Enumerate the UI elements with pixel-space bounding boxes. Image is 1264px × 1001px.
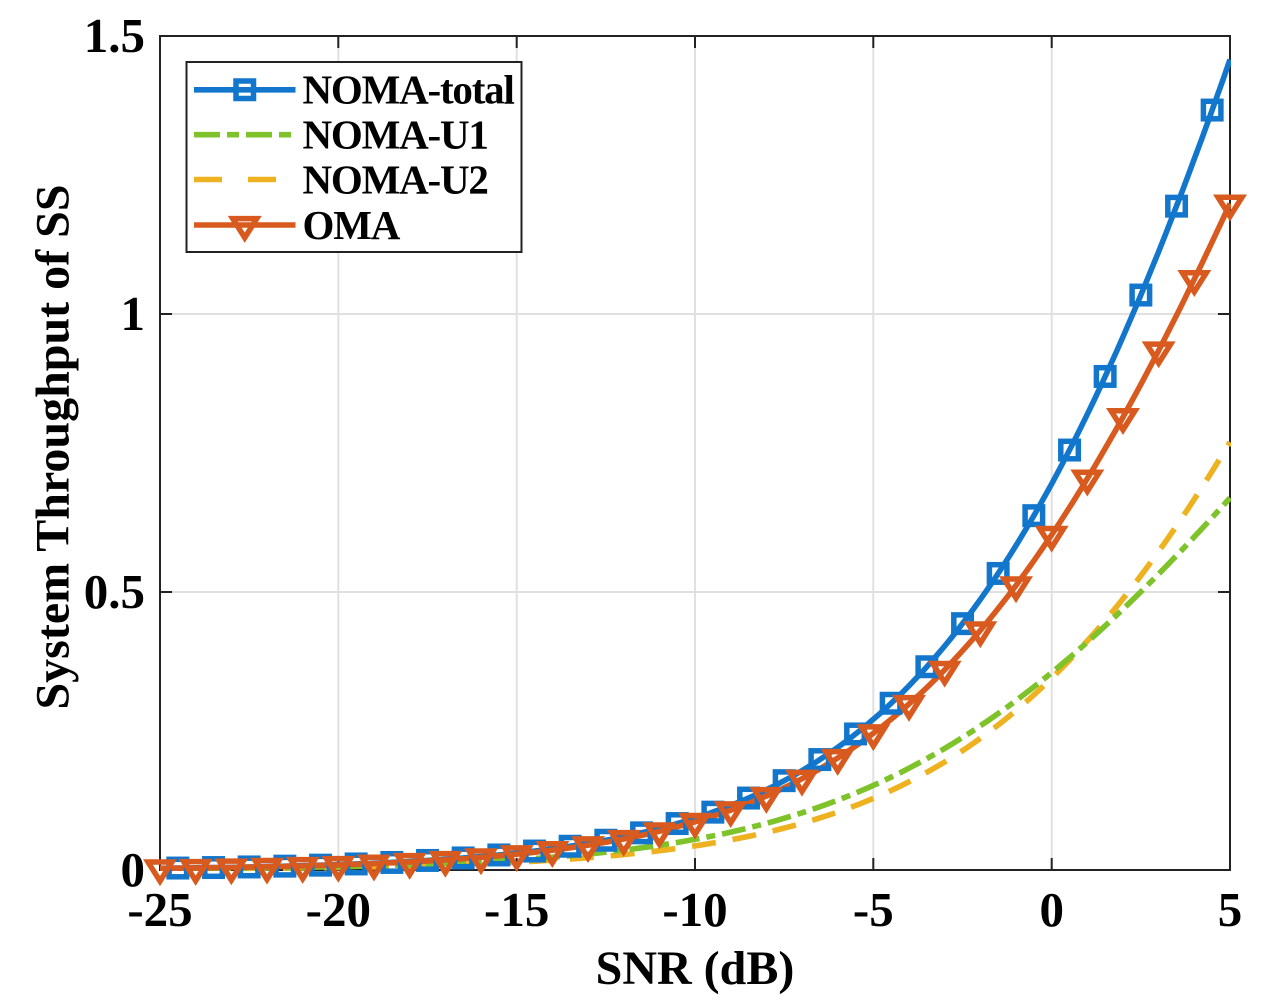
svg-text:OMA: OMA [303, 202, 401, 248]
svg-text:-5: -5 [853, 882, 894, 937]
svg-text:-10: -10 [662, 882, 727, 937]
svg-text:NOMA-U1: NOMA-U1 [303, 112, 488, 158]
svg-text:SNR (dB): SNR (dB) [596, 942, 795, 995]
svg-text:-15: -15 [484, 882, 549, 937]
svg-text:NOMA-U2: NOMA-U2 [303, 156, 488, 202]
svg-text:5: 5 [1218, 882, 1243, 937]
svg-text:-25: -25 [127, 882, 192, 937]
svg-text:-20: -20 [306, 882, 371, 937]
svg-text:NOMA-total: NOMA-total [303, 67, 515, 113]
svg-text:1.5: 1.5 [84, 8, 145, 63]
svg-text:1: 1 [121, 286, 146, 341]
svg-text:0: 0 [1039, 882, 1064, 937]
svg-text:System Throughput of SS: System Throughput of SS [27, 184, 80, 709]
svg-text:0: 0 [121, 842, 146, 897]
svg-text:0.5: 0.5 [84, 564, 145, 619]
